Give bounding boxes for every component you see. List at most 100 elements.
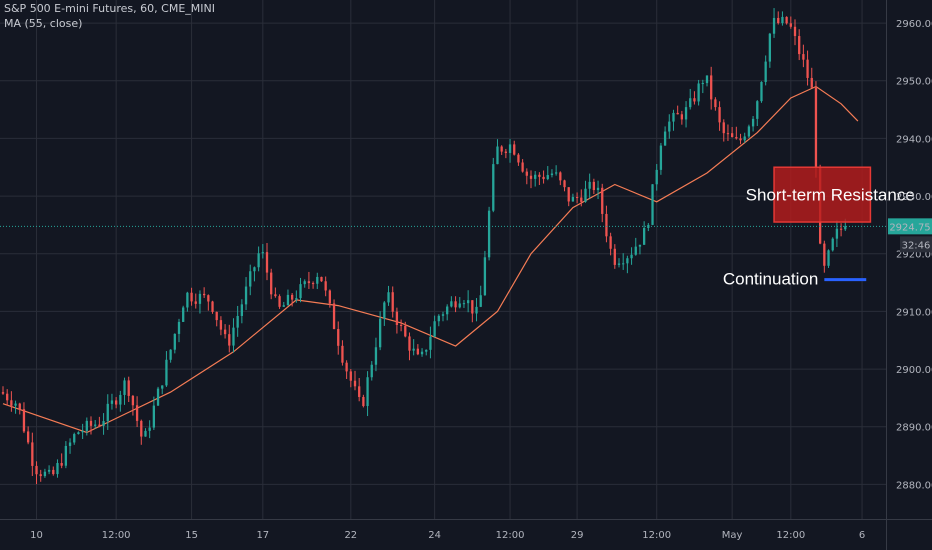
candle-down (525, 171, 528, 176)
candle-up (483, 257, 487, 296)
candle-up (94, 424, 97, 426)
candle-up (684, 107, 688, 120)
candle-up (253, 267, 256, 272)
candle-up (56, 463, 59, 475)
candle-down (39, 474, 42, 477)
candle-up (659, 145, 663, 170)
candle-up (366, 377, 369, 407)
drawings-layer[interactable]: Short-term Resistance Continuation (0, 166, 915, 289)
candle-down (735, 137, 738, 139)
candle-up (630, 254, 633, 259)
candle-down (274, 294, 277, 297)
candle-up (14, 403, 17, 406)
candle-up (378, 318, 382, 348)
candle-down (219, 320, 223, 330)
candle-down (265, 252, 269, 273)
candle-up (638, 244, 642, 247)
candle-up (161, 385, 164, 389)
candle-down (777, 17, 780, 24)
candle-down (693, 98, 696, 102)
candle-down (404, 325, 407, 337)
candle-down (609, 236, 612, 249)
candle-down (52, 469, 55, 475)
candle-down (127, 380, 130, 396)
candle-up (43, 471, 47, 477)
candle-down (471, 300, 474, 314)
candle-up (450, 301, 453, 307)
candle-down (399, 324, 403, 326)
candle-up (123, 380, 126, 395)
candle-up (177, 321, 181, 334)
candle-up (383, 302, 386, 319)
candle-down (802, 54, 805, 60)
candle-down (538, 174, 541, 177)
candle-up (697, 83, 700, 102)
time-axis-tick-label: 10 (30, 530, 43, 541)
candle-up (672, 112, 675, 122)
candle-up (374, 347, 378, 365)
candle-up (626, 258, 629, 264)
price-axis-tick-label: 2880.00 (896, 480, 932, 491)
candle-down (328, 290, 332, 304)
candle-up (475, 306, 478, 314)
candle-down (529, 175, 533, 179)
candle-down (504, 151, 508, 153)
candle-up (479, 295, 482, 307)
candle-down (278, 296, 281, 307)
candle-up (420, 351, 424, 355)
candle-down (798, 36, 801, 55)
candle-up (747, 126, 751, 137)
candle-down (559, 172, 562, 181)
time-axis-tick-label: 15 (185, 530, 198, 541)
candle-up (249, 271, 252, 287)
candle-up (64, 445, 68, 466)
candle-down (290, 294, 294, 300)
candle-down (726, 133, 730, 135)
candle-up (462, 303, 466, 305)
candle-down (730, 133, 734, 138)
candle-up (634, 246, 637, 255)
time-axis-tick-label: 12:00 (642, 530, 671, 541)
time-axis-tick-label: 22 (344, 530, 357, 541)
candle-down (839, 228, 843, 230)
candle-up (835, 228, 839, 239)
price-axis-tick-label: 2950.00 (896, 77, 932, 88)
candle-down (324, 281, 327, 291)
candle-up (492, 164, 495, 211)
candle-up (144, 430, 147, 437)
candle-up (186, 292, 189, 308)
candle-up (261, 252, 264, 254)
resistance-zone[interactable] (773, 166, 872, 223)
candle-down (228, 334, 231, 346)
time-axis-tick-label: 17 (256, 530, 269, 541)
candle-down (345, 362, 348, 372)
candle-down (676, 112, 679, 115)
candle-down (215, 311, 218, 321)
candles-layer (1, 8, 847, 485)
grid-lines (0, 0, 886, 519)
candle-down (567, 187, 570, 202)
candle-down (613, 248, 616, 265)
candle-down (311, 283, 315, 285)
candle-down (26, 431, 30, 443)
time-axis-tick-label: 12:00 (496, 530, 525, 541)
candle-up (768, 33, 772, 62)
candle-down (580, 197, 583, 202)
candle-up (148, 427, 151, 431)
candle-up (764, 61, 767, 82)
candle-up (546, 175, 549, 180)
candle-down (408, 336, 411, 351)
candle-up (387, 292, 390, 303)
candle-up (534, 174, 537, 179)
candle-up (295, 298, 298, 300)
candle-down (542, 176, 545, 180)
chart-symbol-title: S&P 500 E-mini Futures, 60, CME_MINI (4, 2, 215, 15)
candle-up (198, 293, 202, 304)
candle-up (303, 281, 306, 285)
candle-down (307, 281, 311, 284)
candle-up (496, 146, 499, 165)
candle-up (240, 304, 244, 316)
candle-up (668, 121, 671, 132)
